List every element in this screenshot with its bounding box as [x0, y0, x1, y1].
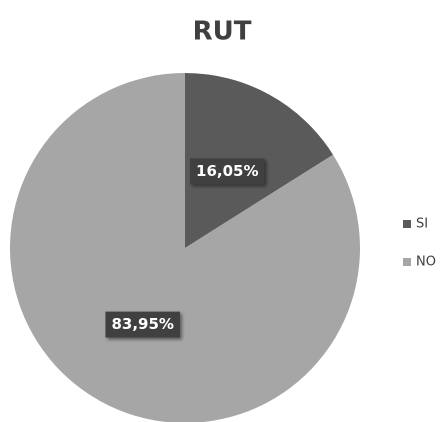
legend-label: NO — [416, 255, 436, 270]
data-label-box — [190, 158, 265, 185]
data-label: 83,95% — [105, 311, 180, 338]
pie-slice — [9, 73, 360, 422]
data-label: 16,05% — [190, 158, 265, 185]
legend-swatch — [403, 258, 411, 266]
data-label-box — [105, 311, 180, 338]
legend-label: SI — [416, 217, 428, 232]
data-label-text: 83,95% — [111, 315, 173, 333]
chart-title: RUT — [193, 17, 252, 47]
data-label-text: 16,05% — [196, 162, 258, 180]
legend-swatch — [403, 220, 411, 228]
